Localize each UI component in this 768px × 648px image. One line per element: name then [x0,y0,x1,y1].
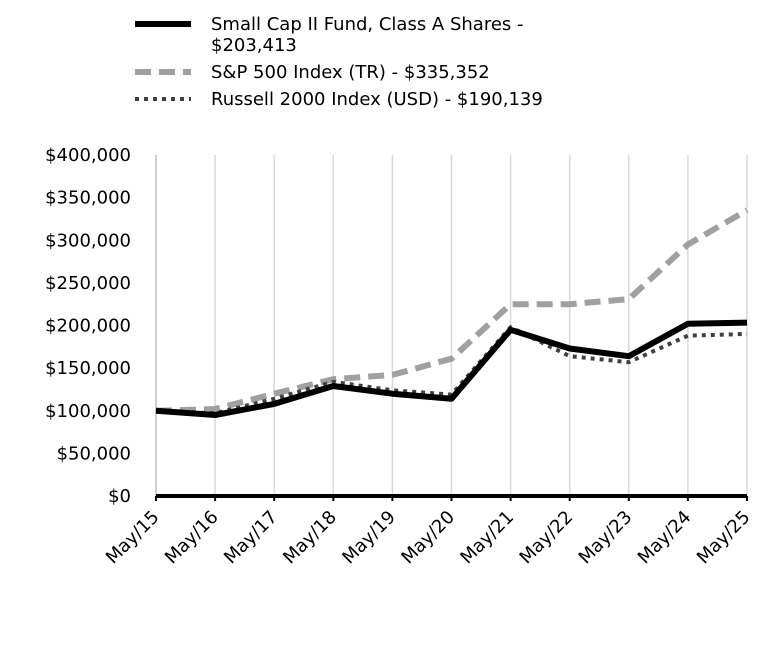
y-tick-label: $200,000 [45,316,131,337]
x-tick-label: May/17 [220,507,282,569]
legend-item-sp500: S&P 500 Index (TR) - $335,352 [133,62,573,83]
x-axis-ticks: May/15May/16May/17May/18May/19May/20May/… [102,507,755,569]
legend-label-russell: Russell 2000 Index (USD) - $190,139 [211,89,543,110]
y-tick-label: $300,000 [45,230,131,251]
legend-swatch-russell [133,89,193,109]
legend-label-fund: Small Cap II Fund, Class A Shares - $203… [211,14,524,56]
gridlines [214,155,748,496]
axes [155,155,748,501]
y-tick-label: $400,000 [45,145,131,166]
y-tick-label: $350,000 [45,188,131,209]
x-tick-label: May/24 [634,507,696,569]
x-tick-label: May/20 [397,507,459,569]
legend-swatch-fund [133,14,193,34]
legend-swatch-sp500 [133,62,193,82]
y-tick-label: $250,000 [45,273,131,294]
legend-item-russell: Russell 2000 Index (USD) - $190,139 [133,89,573,110]
y-tick-label: $0 [108,486,131,507]
x-tick-label: May/23 [575,507,637,569]
legend-label-sp500: S&P 500 Index (TR) - $335,352 [211,62,490,83]
series-lines [155,207,749,418]
y-tick-label: $150,000 [45,358,131,379]
chart-legend: Small Cap II Fund, Class A Shares - $203… [133,14,573,116]
x-tick-label: May/21 [456,507,518,569]
x-tick-label: May/15 [102,507,164,569]
x-tick-label: May/25 [693,507,755,569]
x-tick-label: May/16 [161,507,223,569]
x-tick-label: May/19 [338,507,400,569]
y-tick-label: $100,000 [45,401,131,422]
y-axis-ticks: $0 $50,000 $100,000 $150,000 $200,000 $250,00… [45,145,131,507]
legend-item-fund: Small Cap II Fund, Class A Shares - $203… [133,14,573,56]
series-line-0 [155,319,748,418]
y-tick-label: $50,000 [57,443,131,464]
x-tick-label: May/22 [516,507,578,569]
series-line-1 [155,207,749,414]
x-tick-label: May/18 [279,507,341,569]
